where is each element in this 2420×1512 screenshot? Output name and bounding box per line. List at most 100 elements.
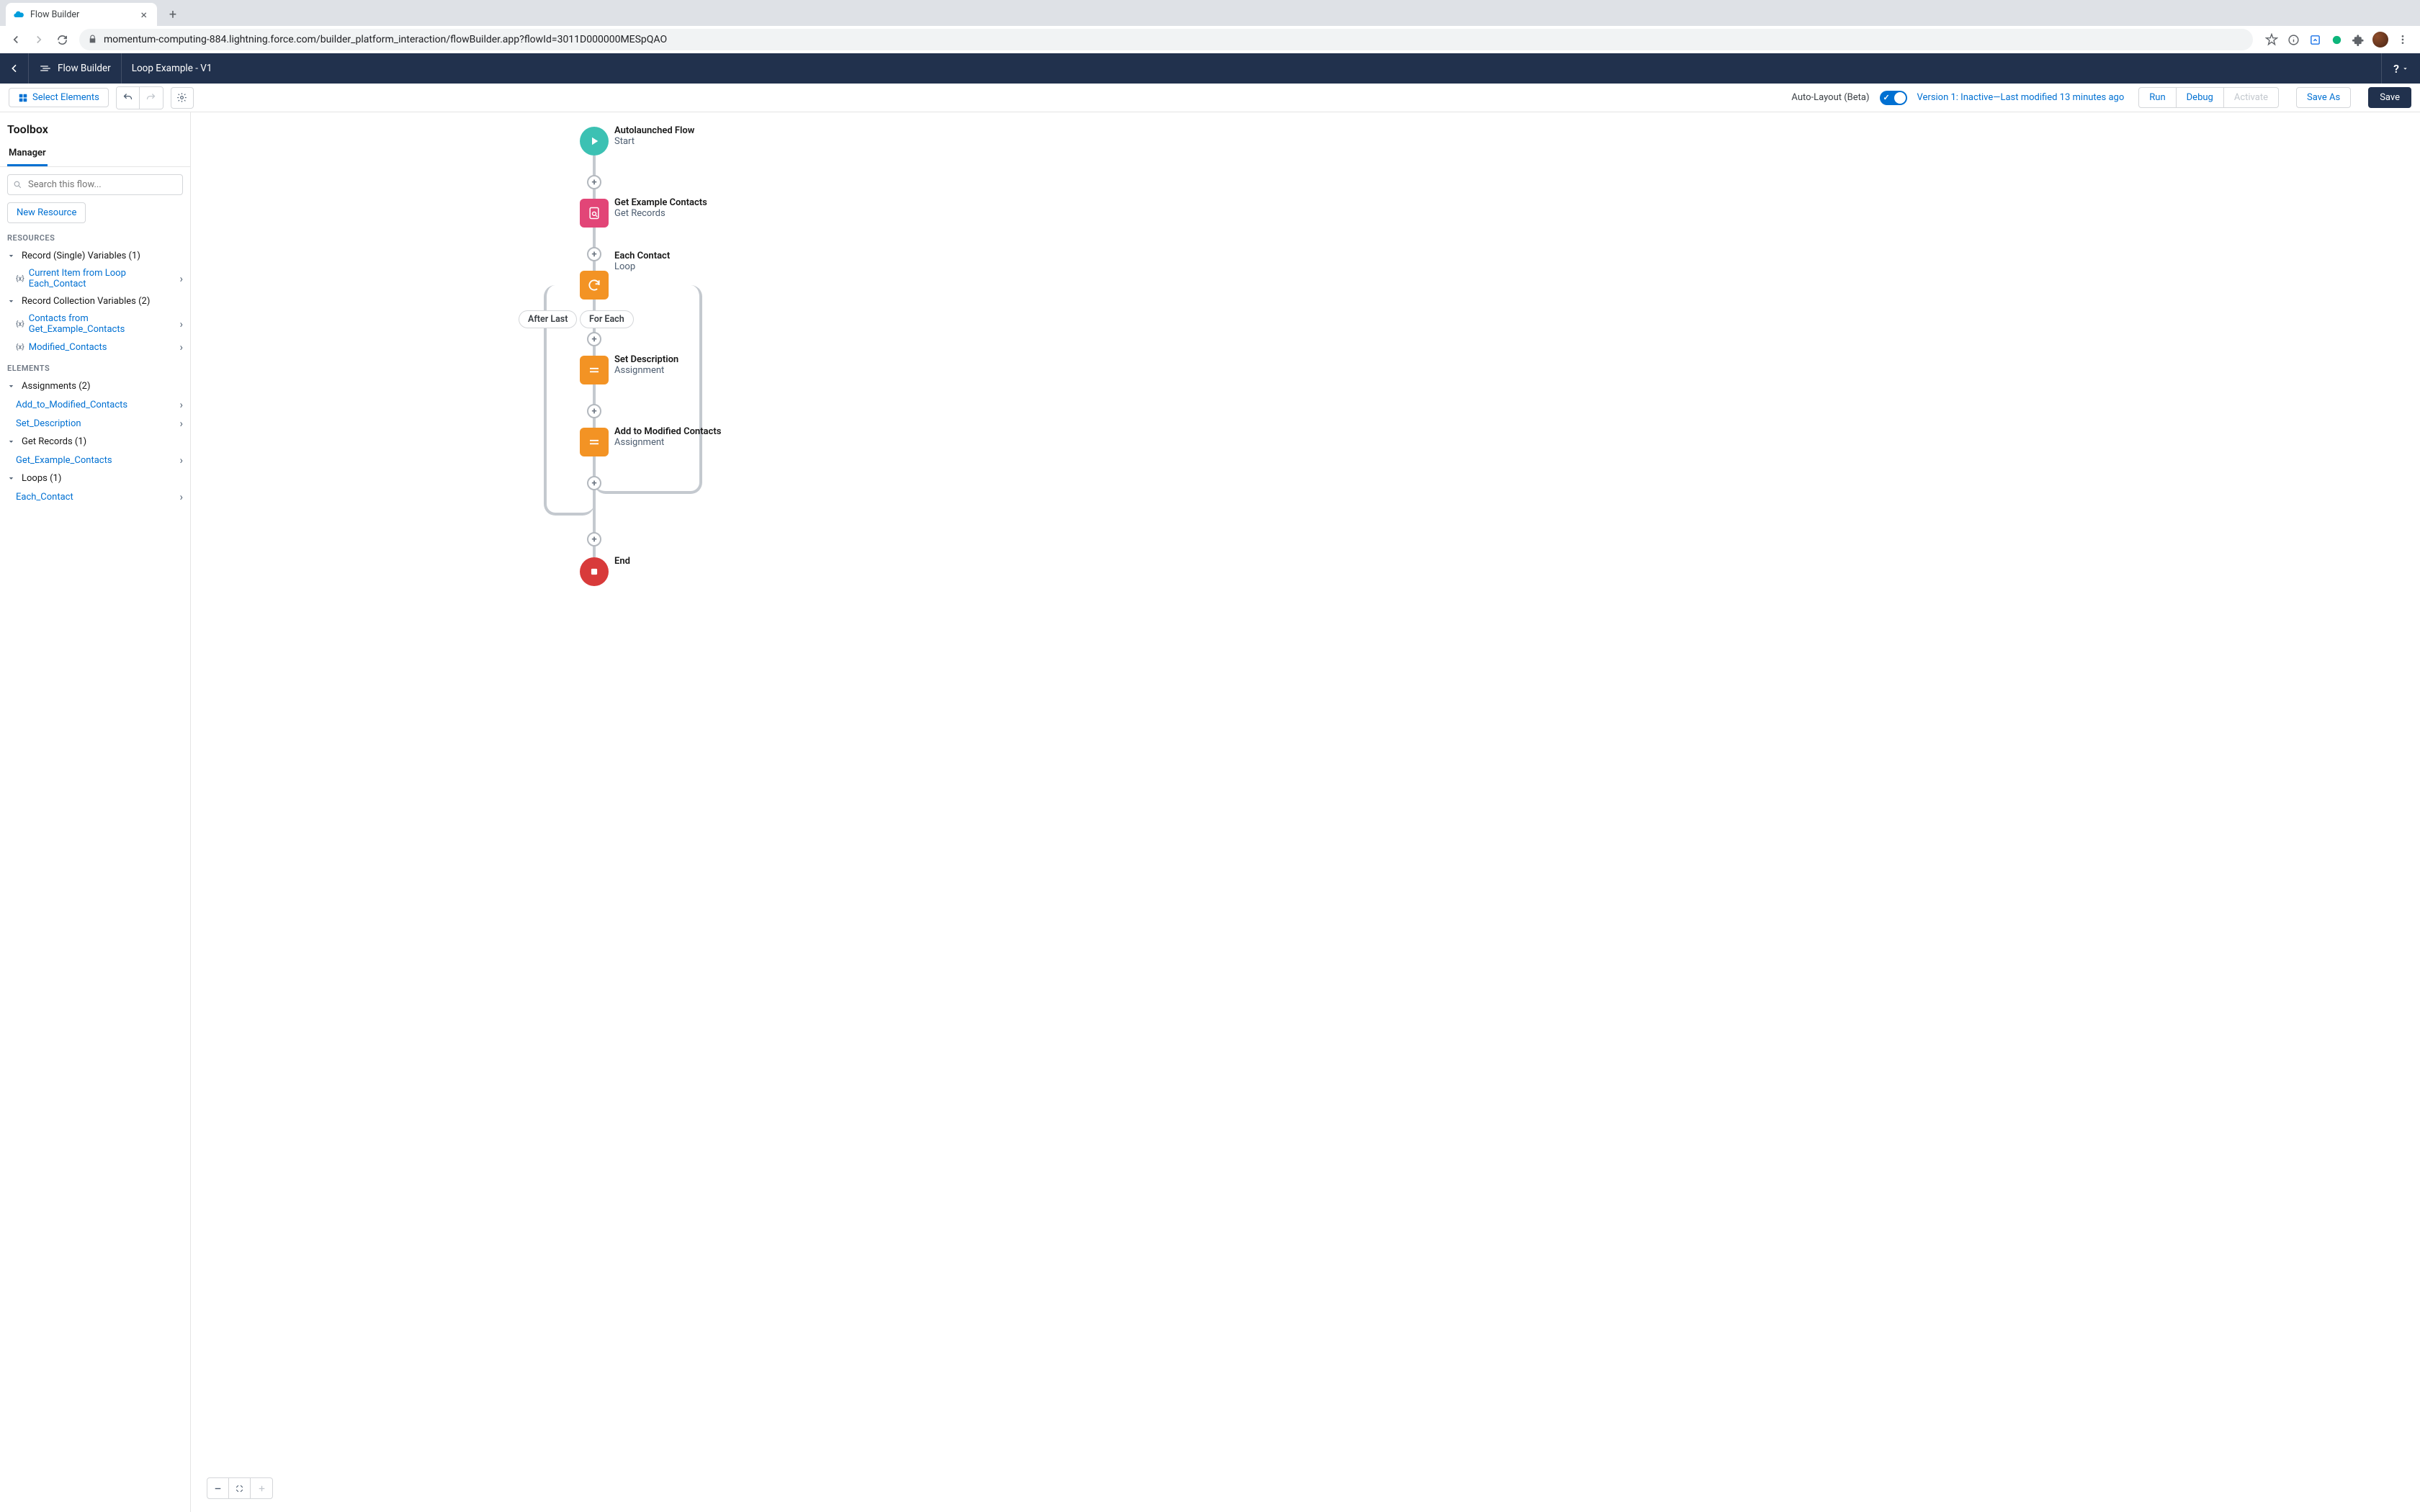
chevron-down-icon: [7, 297, 17, 305]
url-text: momentum-computing-884.lightning.force.c…: [104, 34, 667, 45]
zoom-fit-button[interactable]: [229, 1478, 251, 1498]
chevron-right-icon: ›: [179, 398, 183, 411]
run-debug-activate-group: Run Debug Activate: [2138, 87, 2279, 108]
browser-tab[interactable]: Flow Builder ×: [6, 3, 157, 26]
variable-icon: {x}: [16, 320, 24, 328]
address-bar: momentum-computing-884.lightning.force.c…: [0, 26, 2420, 53]
sidebar: Toolbox Manager New Resource RESOURCES R…: [0, 112, 191, 1512]
add-to-modified-node[interactable]: [580, 428, 609, 456]
chevron-right-icon: ›: [179, 318, 183, 330]
flow-icon: [39, 62, 52, 75]
search-input[interactable]: [7, 174, 183, 195]
tab-title: Flow Builder: [30, 9, 79, 20]
search-icon: [13, 180, 22, 189]
star-icon[interactable]: [2264, 32, 2279, 47]
new-tab-button[interactable]: +: [163, 4, 183, 24]
after-last-pill: After Last: [519, 310, 577, 328]
lock-icon: [88, 35, 98, 45]
canvas-inner: Autolaunched FlowStart Get Example Conta…: [191, 112, 998, 760]
app-header: Flow Builder Loop Example - V1 ?: [0, 53, 2420, 84]
get-records-node[interactable]: [580, 199, 609, 228]
start-node[interactable]: [580, 127, 609, 156]
select-elements-button[interactable]: Select Elements: [9, 88, 109, 107]
flow-name-section: Loop Example - V1: [122, 53, 223, 84]
add-element-button[interactable]: +: [587, 404, 601, 418]
action-bar-right: Auto-Layout (Beta) ✓ Version 1: Inactive…: [201, 87, 2411, 108]
forward-button[interactable]: [29, 30, 49, 50]
item-add-to-modified[interactable]: Add_to_Modified_Contacts ›: [0, 395, 190, 414]
version-status: Version 1: Inactive—Last modified 13 min…: [1917, 92, 2125, 103]
redo-button[interactable]: [140, 87, 163, 109]
item-each-contact[interactable]: Each_Contact ›: [0, 487, 190, 506]
get-records-label: Get Example ContactsGet Records: [614, 197, 707, 219]
sidebar-tabs: Manager: [0, 142, 190, 167]
save-button[interactable]: Save: [2368, 87, 2411, 108]
add-element-button[interactable]: +: [587, 175, 601, 189]
back-button[interactable]: [6, 30, 26, 50]
for-each-pill: For Each: [580, 310, 634, 328]
debug-button[interactable]: Debug: [2177, 87, 2224, 108]
item-current-item[interactable]: {x}Current Item from Loop Each_Contact ›: [0, 265, 190, 292]
new-resource-button[interactable]: New Resource: [7, 202, 86, 223]
main-area: Toolbox Manager New Resource RESOURCES R…: [0, 112, 2420, 1512]
auto-layout-label: Auto-Layout (Beta): [1791, 92, 1869, 103]
settings-button[interactable]: [171, 87, 194, 109]
add-element-button[interactable]: +: [587, 332, 601, 346]
activate-button: Activate: [2224, 87, 2279, 108]
auto-layout-toggle[interactable]: ✓: [1880, 91, 1907, 105]
loop-node[interactable]: [580, 271, 609, 300]
add-element-button[interactable]: +: [587, 476, 601, 490]
checklist-icon: [18, 93, 28, 103]
group-record-collection[interactable]: Record Collection Variables (2): [0, 292, 190, 310]
set-description-node[interactable]: [580, 356, 609, 384]
undo-button[interactable]: [117, 87, 140, 109]
info-icon[interactable]: [2286, 32, 2300, 47]
tab-manager[interactable]: Manager: [7, 142, 48, 166]
chevron-down-icon: [7, 438, 17, 446]
zoom-controls: [207, 1477, 273, 1499]
reload-button[interactable]: [52, 30, 72, 50]
close-icon[interactable]: ×: [138, 8, 150, 22]
group-assignments[interactable]: Assignments (2): [0, 377, 190, 395]
item-modified-contacts[interactable]: {x}Modified_Contacts ›: [0, 338, 190, 356]
app-name-section: Flow Builder: [29, 53, 122, 84]
chevron-down-icon: [7, 474, 17, 482]
end-label: End: [614, 556, 630, 567]
group-record-single[interactable]: Record (Single) Variables (1): [0, 247, 190, 265]
zoom-in-button[interactable]: [251, 1478, 272, 1498]
browser-chrome: Flow Builder × + momentum-computing-884.…: [0, 0, 2420, 53]
menu-icon[interactable]: [2396, 32, 2410, 47]
help-button[interactable]: ?: [2381, 53, 2420, 84]
zoom-out-button[interactable]: [207, 1478, 229, 1498]
chevron-right-icon: ›: [179, 490, 183, 503]
add-to-modified-label: Add to Modified ContactsAssignment: [614, 426, 721, 448]
add-element-button[interactable]: +: [587, 532, 601, 546]
canvas[interactable]: Autolaunched FlowStart Get Example Conta…: [191, 112, 2420, 1512]
toggle-knob: [1894, 92, 1906, 104]
extension-icons: [2260, 32, 2414, 48]
chevron-down-icon: [7, 252, 17, 260]
ext-icon-1[interactable]: [2308, 32, 2322, 47]
chevron-down-icon: [7, 382, 17, 390]
save-as-button[interactable]: Save As: [2296, 87, 2351, 108]
ext-icon-2[interactable]: [2329, 32, 2344, 47]
run-button[interactable]: Run: [2138, 87, 2176, 108]
variable-icon: {x}: [16, 275, 24, 283]
item-contacts-from[interactable]: {x}Contacts from Get_Example_Contacts ›: [0, 310, 190, 338]
group-get-records[interactable]: Get Records (1): [0, 433, 190, 451]
end-node[interactable]: [580, 557, 609, 586]
item-set-description[interactable]: Set_Description ›: [0, 414, 190, 433]
profile-avatar[interactable]: [2372, 32, 2388, 48]
extensions-icon[interactable]: [2351, 32, 2365, 47]
check-icon: ✓: [1883, 93, 1890, 102]
toolbox-title: Toolbox: [0, 112, 190, 142]
omnibox[interactable]: momentum-computing-884.lightning.force.c…: [79, 29, 2253, 50]
group-loops[interactable]: Loops (1): [0, 469, 190, 487]
header-back-button[interactable]: [0, 53, 29, 84]
undo-redo-group: [116, 86, 163, 109]
add-element-button[interactable]: +: [587, 247, 601, 261]
elements-label: ELEMENTS: [0, 356, 190, 377]
flow-name: Loop Example - V1: [132, 63, 212, 74]
chevron-right-icon: ›: [179, 272, 183, 285]
item-get-example-contacts[interactable]: Get_Example_Contacts ›: [0, 451, 190, 469]
